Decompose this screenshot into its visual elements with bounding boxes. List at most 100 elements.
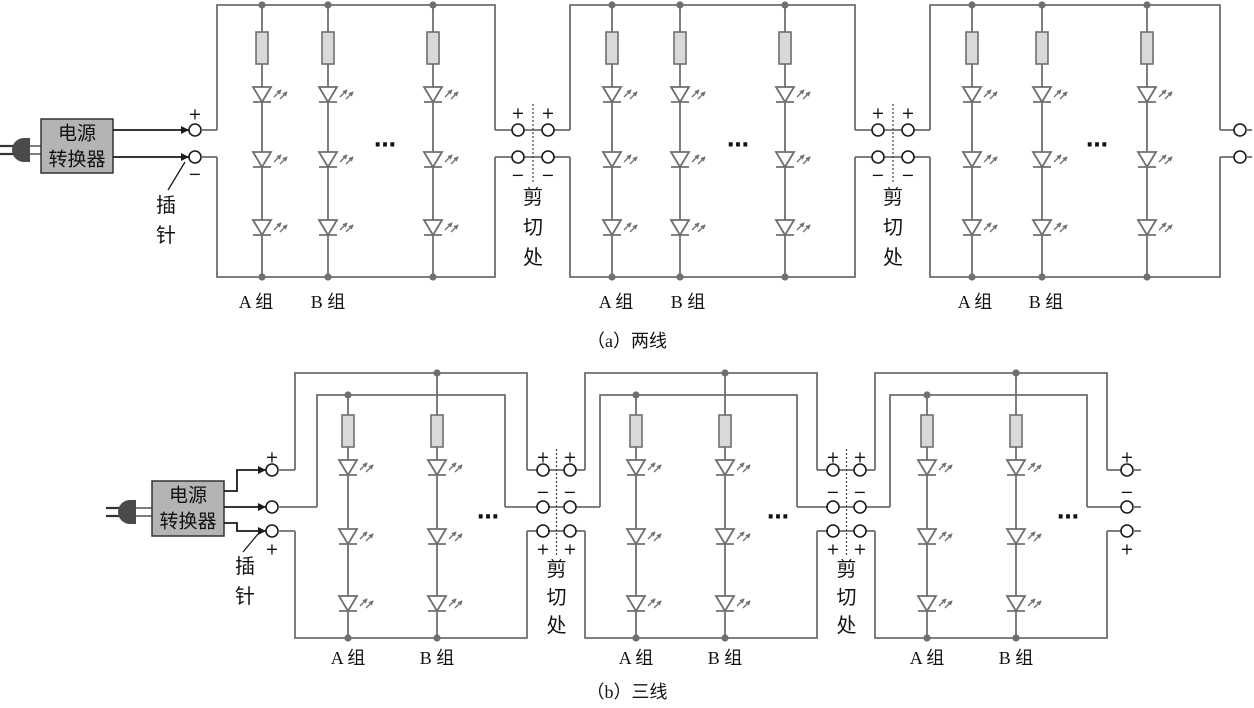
negative-rail <box>216 157 496 278</box>
plug-icon <box>118 500 136 524</box>
led <box>1136 219 1173 237</box>
led-triangle <box>961 151 983 169</box>
led-triangle <box>426 595 448 613</box>
light-emission-arrow <box>345 91 354 100</box>
caption: （b）三线 <box>587 682 668 702</box>
led-triangle <box>714 528 736 546</box>
light-emission-arrow <box>1059 91 1068 100</box>
led <box>1005 528 1042 546</box>
led <box>1136 86 1173 104</box>
light-emission-arrow <box>629 91 638 100</box>
terminal-socket <box>563 500 577 514</box>
bottom-rail <box>584 531 818 639</box>
terminal-socket <box>826 524 840 538</box>
light-emission-arrow <box>339 89 348 98</box>
converter-label-line2: 转换器 <box>48 149 105 171</box>
light-emission-arrow <box>359 598 368 607</box>
led-triangle <box>1031 86 1053 104</box>
led-triangle <box>337 595 359 613</box>
light-emission-arrow <box>1053 222 1062 231</box>
caption: （a）两线 <box>587 331 667 351</box>
resistor <box>341 414 355 448</box>
pin-label-char2: 针 <box>156 224 176 247</box>
more-strings-ellipsis: … <box>767 500 789 525</box>
light-emission-arrow <box>345 224 354 233</box>
terminal-minus-label: − <box>853 483 866 502</box>
led-string <box>669 1 706 281</box>
light-emission-arrow <box>938 531 947 540</box>
terminal-plus-label: + <box>1120 540 1133 559</box>
power-plug <box>0 138 30 162</box>
led <box>714 595 751 613</box>
junction-dot <box>781 273 789 281</box>
led-triangle <box>317 151 339 169</box>
inner-rail <box>599 394 798 507</box>
led-triangle <box>337 459 359 477</box>
junction-dot <box>433 634 441 642</box>
terminal-plus-label: + <box>826 540 839 559</box>
terminal-socket <box>901 150 915 164</box>
light-emission-arrow <box>983 154 992 163</box>
light-emission-arrow <box>1027 598 1036 607</box>
terminal-minus-label: − <box>871 166 884 185</box>
led-triangle <box>1031 219 1053 237</box>
led-triangle <box>714 595 736 613</box>
junction-dot <box>608 1 616 9</box>
light-emission-arrow <box>629 156 638 165</box>
light-emission-arrow <box>697 91 706 100</box>
light-emission-arrow <box>691 222 700 231</box>
strip-segment-3: … A 组 B 组 <box>874 369 1108 668</box>
led-triangle <box>426 528 448 546</box>
light-emission-arrow <box>365 533 374 542</box>
led <box>1136 151 1173 169</box>
resistor <box>605 31 619 65</box>
junction-dot <box>923 391 931 399</box>
cut-label-char2: 切 <box>547 587 567 609</box>
led <box>426 595 463 613</box>
led-triangle <box>1005 528 1027 546</box>
led-triangle <box>1005 595 1027 613</box>
strip-segment-2: … A 组 B 组 <box>584 369 818 668</box>
led <box>337 459 374 477</box>
terminal-socket <box>511 123 525 137</box>
light-emission-arrow <box>647 531 656 540</box>
converter-output-positive-b <box>224 522 266 535</box>
led-string <box>426 369 463 642</box>
terminal-minus-label: − <box>541 166 554 185</box>
light-emission-arrow <box>796 89 805 98</box>
power-plug <box>106 500 136 524</box>
junction-dot <box>632 634 640 642</box>
light-emission-arrow <box>623 222 632 231</box>
inner-rail <box>316 394 506 507</box>
led-string <box>714 369 751 642</box>
light-emission-arrow <box>623 154 632 163</box>
junction-dot <box>1012 634 1020 642</box>
light-emission-arrow <box>359 531 368 540</box>
more-strings-ellipsis: … <box>1086 128 1108 153</box>
led-triangle <box>601 86 623 104</box>
terminal-plus-label: + <box>563 448 576 467</box>
led <box>601 151 638 169</box>
led <box>961 219 998 237</box>
cut-label-char2: 切 <box>837 587 857 609</box>
terminal-socket <box>1233 123 1247 137</box>
led <box>1005 595 1042 613</box>
converter-label-line1: 电源 <box>169 485 207 507</box>
light-emission-arrow <box>653 464 662 473</box>
converter-output-positive-a <box>224 466 266 492</box>
cut-label-char3: 处 <box>883 246 903 269</box>
terminal-socket <box>871 150 885 164</box>
light-emission-arrow <box>1053 89 1062 98</box>
terminal-socket <box>563 524 577 538</box>
outer-rail <box>584 372 818 470</box>
terminal-socket <box>1233 150 1247 164</box>
light-emission-arrow <box>1164 224 1173 233</box>
led-string <box>601 1 638 281</box>
light-emission-arrow <box>647 598 656 607</box>
junction-dot <box>344 634 352 642</box>
light-emission-arrow <box>1164 91 1173 100</box>
terminal-socket <box>541 150 555 164</box>
junction-dot <box>1038 1 1046 9</box>
led-triangle <box>774 151 796 169</box>
junction-dot <box>676 273 684 281</box>
